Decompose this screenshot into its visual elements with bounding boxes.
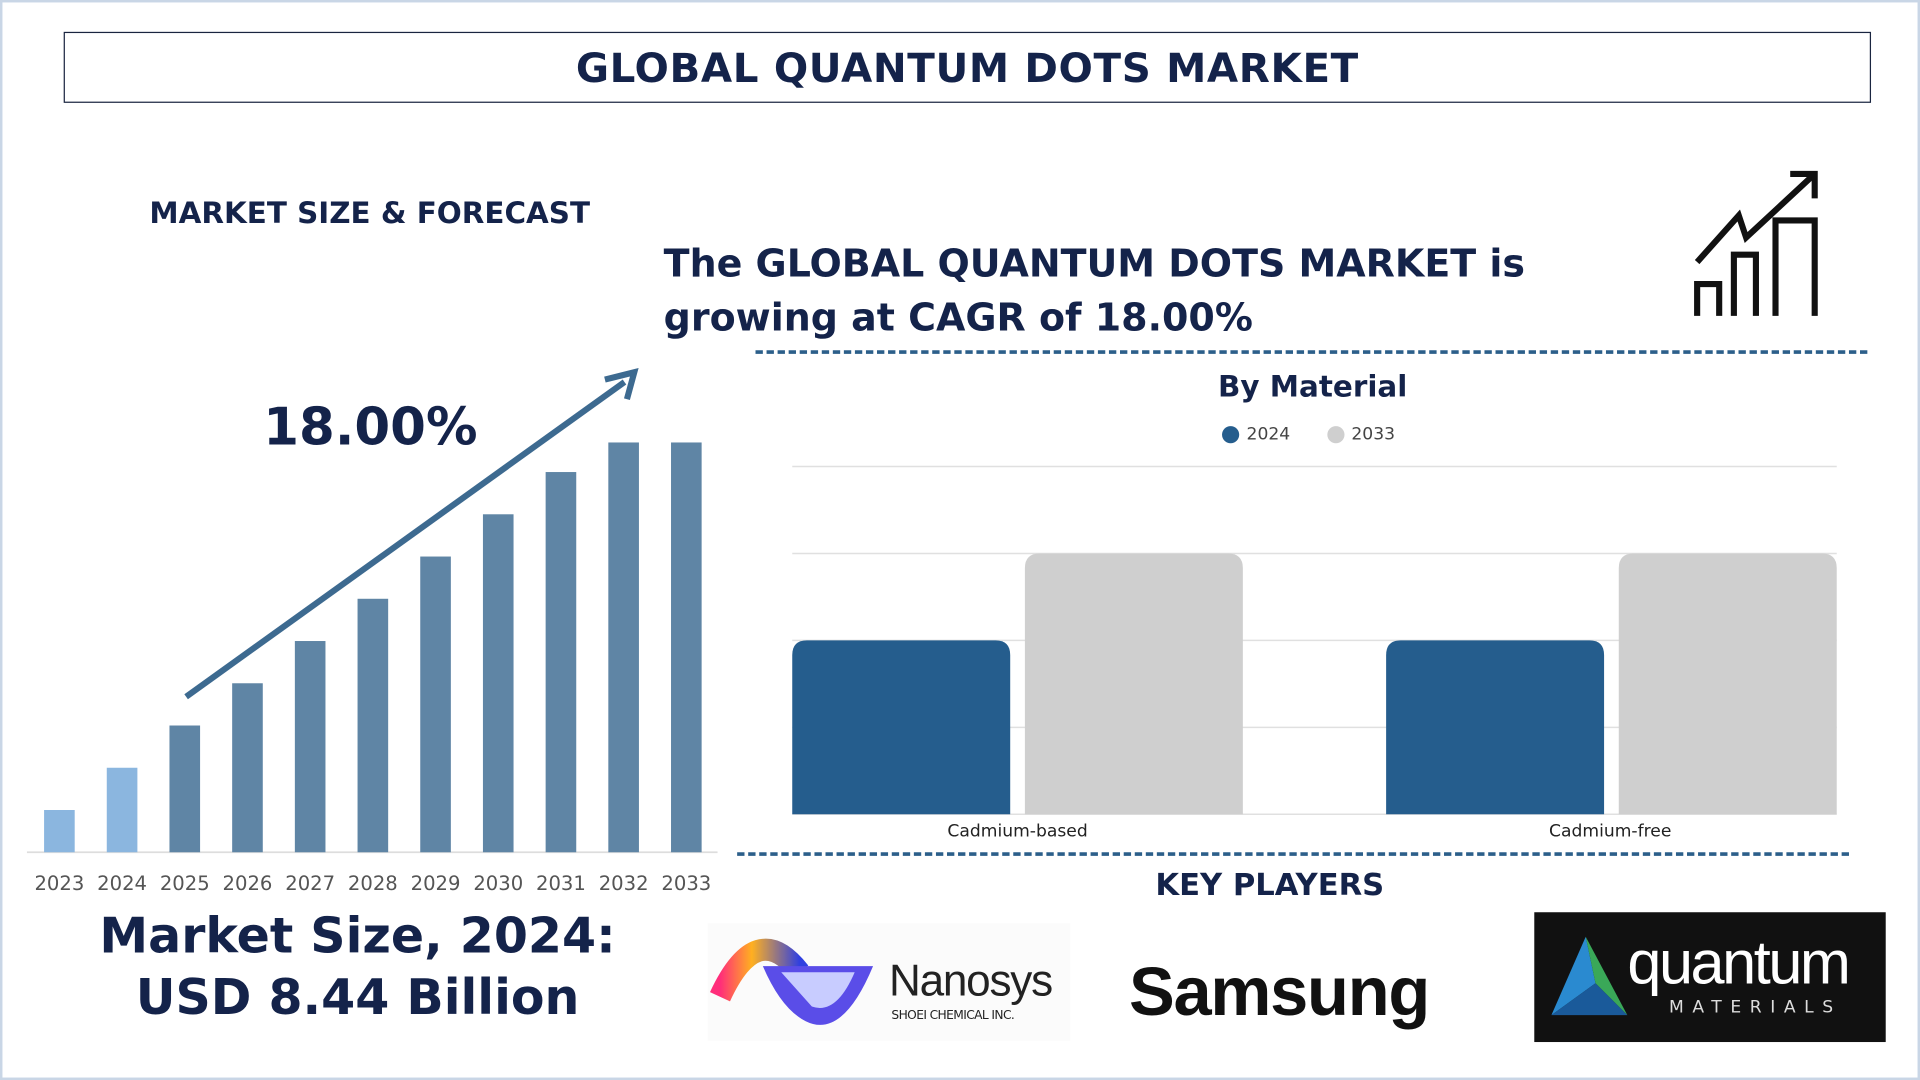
material-chart-title: By Material — [1217, 369, 1408, 405]
bar-2027 — [294, 641, 326, 853]
category-label: Cadmium-free — [1549, 821, 1672, 842]
growth-chart-icon — [1694, 170, 1818, 316]
bar-2030 — [482, 514, 514, 853]
quantum-wordmark: quantum — [1627, 928, 1851, 997]
tick-label: 2025 — [160, 872, 210, 895]
nanosys-mark-icon — [709, 938, 874, 1025]
bar-2028 — [357, 598, 389, 853]
page-title: GLOBAL QUANTUM DOTS MARKET — [63, 31, 1872, 103]
quantum-triangle-icon — [1551, 936, 1628, 1016]
bar-2033 — [671, 442, 702, 853]
nanosys-wordmark: Nanosys — [888, 955, 1053, 1006]
nanosys-logo: Nanosys SHOEI CHEMICAL INC. — [707, 923, 1071, 1041]
bar-Cadmium-based-2024 — [792, 640, 1011, 815]
bar-2031 — [545, 472, 577, 853]
market-size-heading: MARKET SIZE & FORECAST — [149, 195, 590, 231]
bar-2026 — [232, 683, 263, 853]
bar-2029 — [420, 556, 451, 853]
trend-arrowhead — [604, 368, 639, 400]
samsung-logo: Samsung — [1128, 952, 1430, 1030]
cagr-value: 18.00% — [263, 396, 478, 457]
tick-label: 2030 — [473, 872, 523, 895]
market-size-text: Market Size, 2024: USD 8.44 Billion — [51, 906, 663, 1028]
trend-arrow — [184, 379, 627, 700]
bar-2025 — [169, 725, 201, 853]
quantum-materials-logo: quantum MATERIALS — [1534, 912, 1886, 1043]
shoei-wordmark: SHOEI CHEMICAL INC. — [891, 1008, 1015, 1023]
category-label: Cadmium-based — [947, 821, 1088, 842]
tick-label: 2033 — [661, 872, 711, 895]
key-players-heading: KEY PLAYERS — [1155, 866, 1385, 903]
tick-label: 2024 — [97, 872, 147, 895]
tick-label: 2032 — [599, 872, 649, 895]
legend-2033: 2033 — [1326, 424, 1396, 445]
legend-label: 2033 — [1351, 424, 1396, 445]
material-chart — [792, 465, 1837, 816]
market-forecast-chart: 2023 2024 2025 2026 2027 2028 2029 2030 2031 2032… — [26, 368, 718, 895]
tick-label: 2031 — [536, 872, 586, 895]
tick-label: 2026 — [223, 872, 273, 895]
legend-2024: 2024 — [1222, 424, 1291, 445]
bar-2024 — [106, 767, 138, 853]
market-size-line1: Market Size, 2024: — [99, 908, 616, 965]
tick-label: 2029 — [411, 872, 461, 895]
market-size-line2: USD 8.44 Billion — [135, 969, 580, 1027]
materials-wordmark: MATERIALS — [1668, 997, 1842, 1018]
bar-Cadmium-free-2033 — [1618, 553, 1837, 815]
tick-label: 2028 — [348, 872, 398, 895]
tick-label: 2023 — [34, 872, 84, 895]
divider — [737, 852, 1849, 856]
legend-label: 2024 — [1246, 424, 1291, 445]
chart-legend: 2024 2033 — [1222, 424, 1396, 445]
bar-2032 — [608, 442, 639, 853]
bar-Cadmium-based-2033 — [1024, 553, 1243, 815]
legend-swatch — [1326, 426, 1345, 444]
divider — [755, 350, 1868, 354]
legend-swatch — [1222, 426, 1240, 444]
bar-Cadmium-free-2024 — [1386, 640, 1605, 815]
bar-2023 — [44, 810, 75, 853]
tick-label: 2027 — [285, 872, 335, 895]
cagr-headline: The GLOBAL QUANTUM DOTS MARKET is growin… — [663, 242, 1525, 341]
